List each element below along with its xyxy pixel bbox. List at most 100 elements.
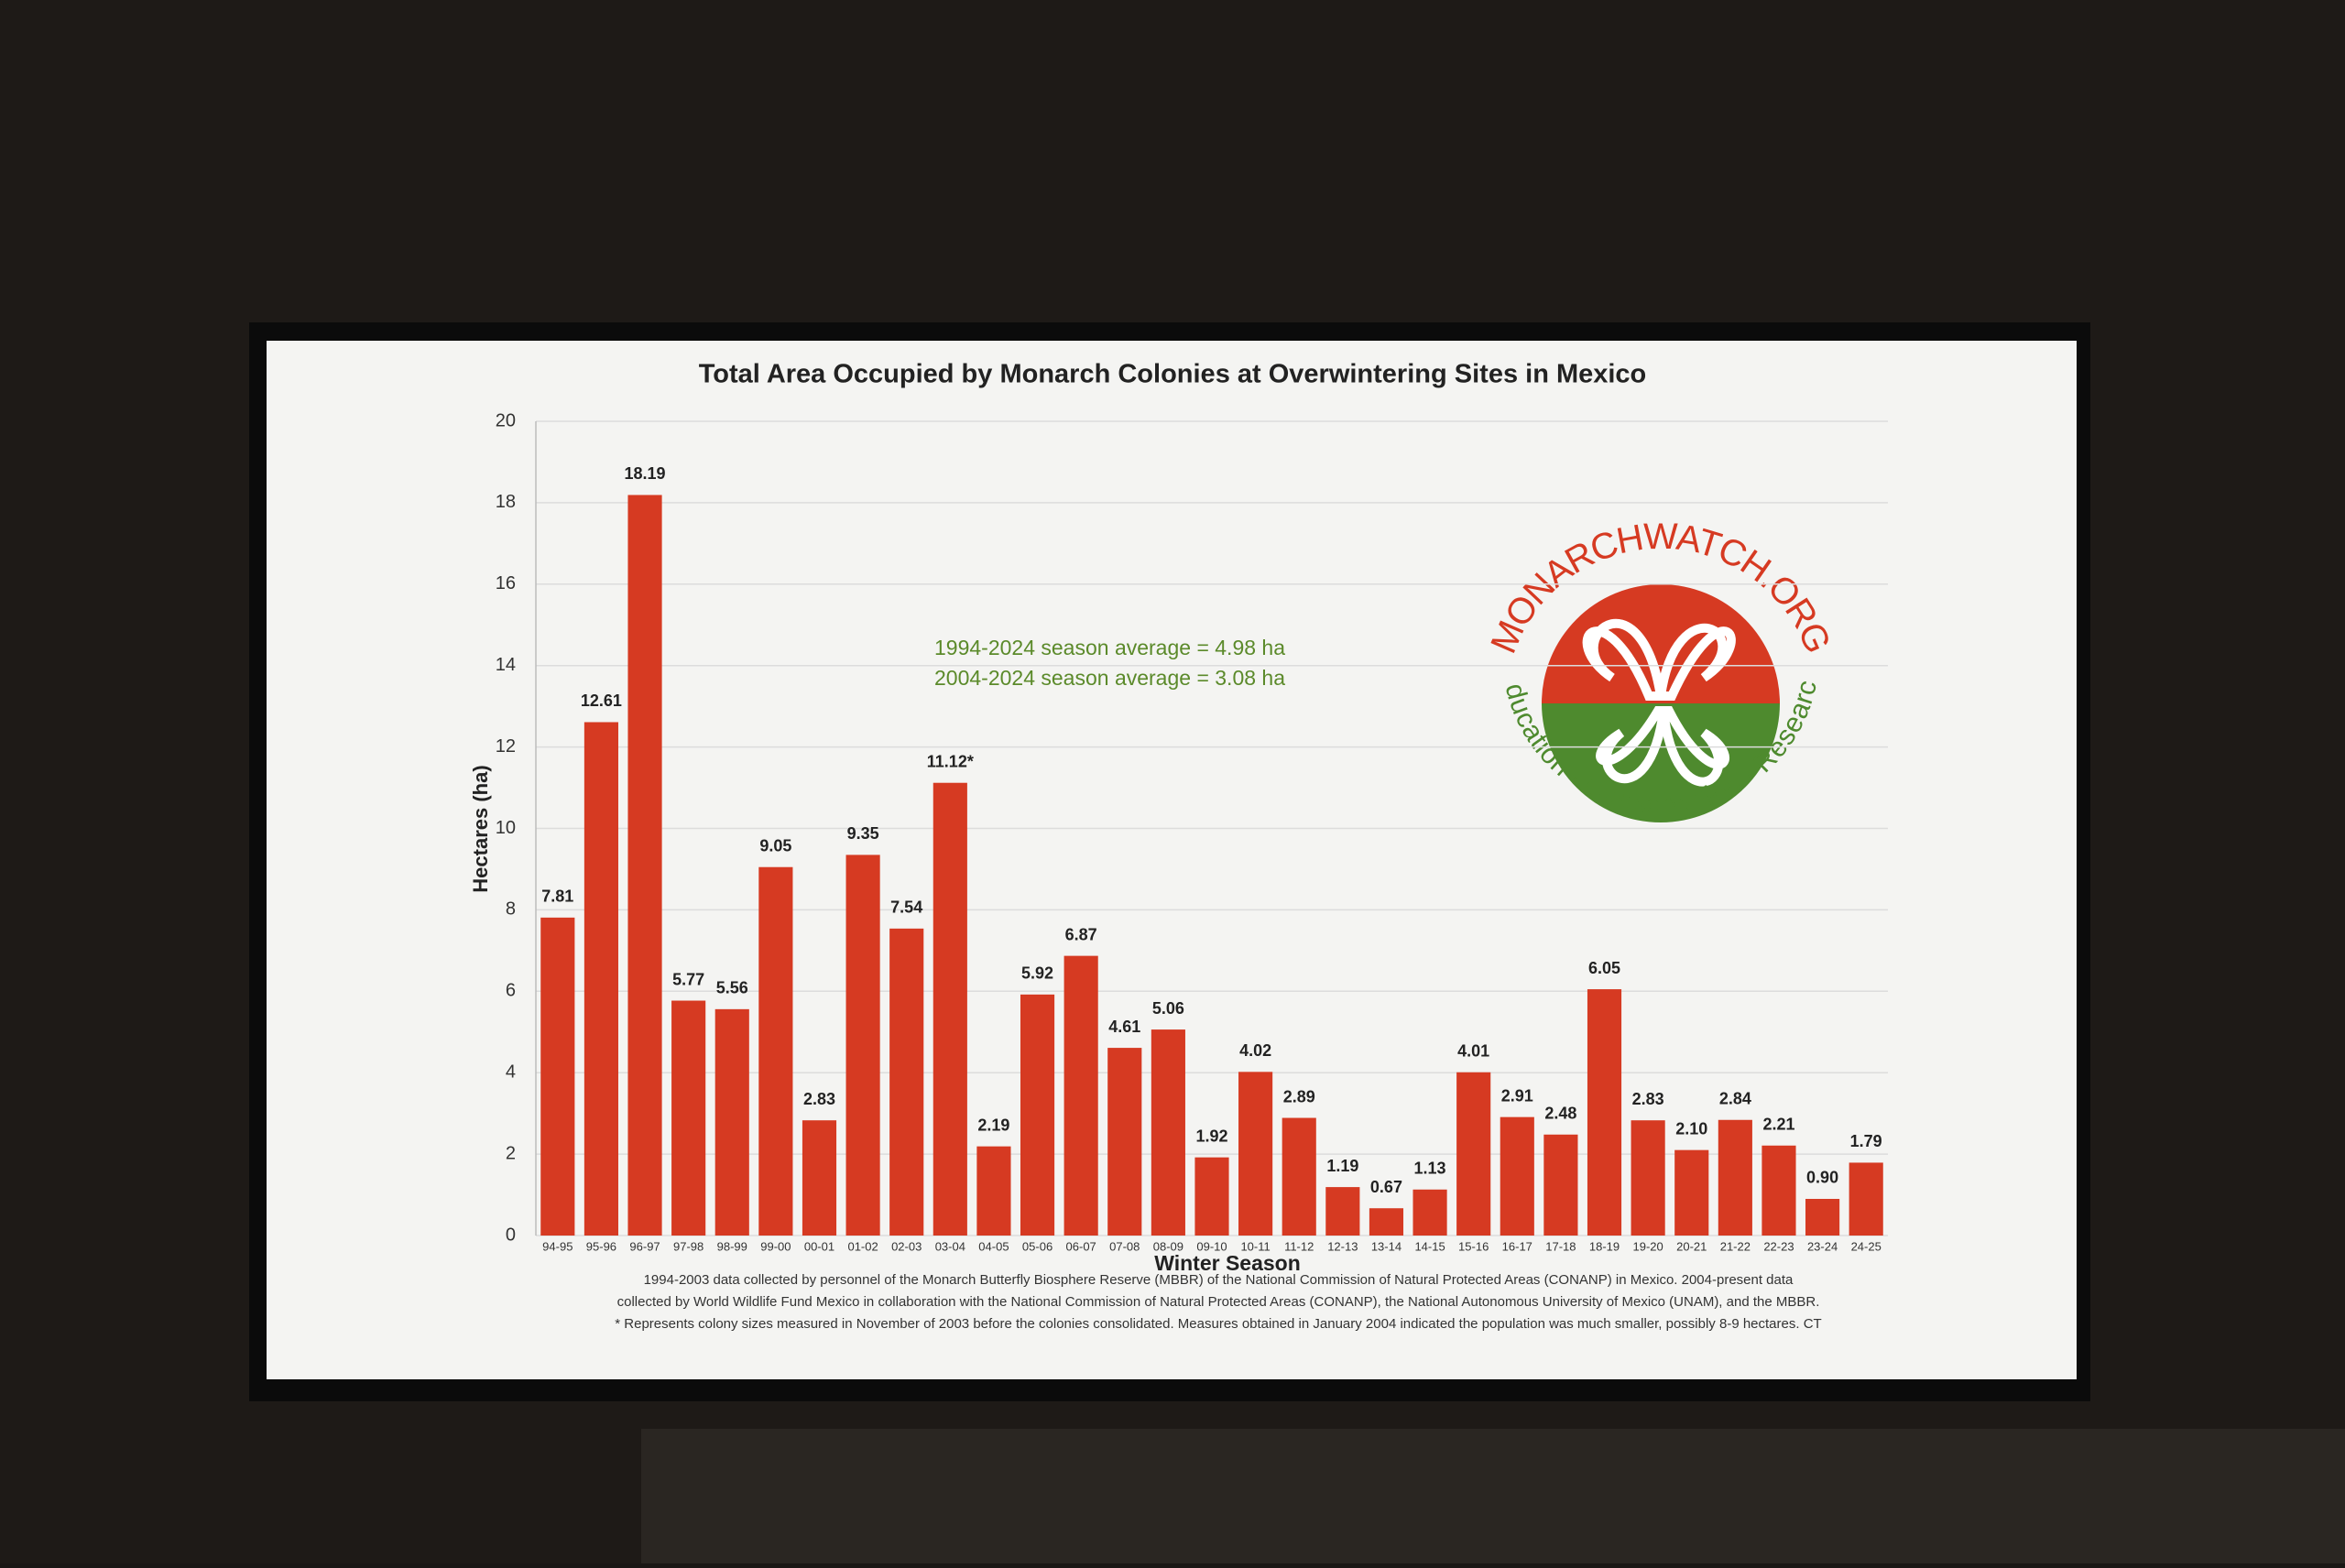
annotation: 2004-2024 season average = 3.08 ha bbox=[934, 666, 1285, 690]
bar bbox=[976, 1146, 1011, 1236]
bar bbox=[1238, 1072, 1273, 1236]
x-tick-label: 13-14 bbox=[1371, 1239, 1402, 1253]
bar bbox=[1674, 1149, 1709, 1236]
x-tick-label: 14-15 bbox=[1414, 1239, 1445, 1253]
x-tick-label: 24-25 bbox=[1851, 1239, 1881, 1253]
bar bbox=[1849, 1162, 1883, 1236]
x-tick-label: 98-99 bbox=[717, 1239, 747, 1253]
footnote: collected by World Wildlife Fund Mexico … bbox=[617, 1294, 1820, 1310]
value-label: 2.91 bbox=[1501, 1086, 1533, 1105]
bar bbox=[802, 1120, 837, 1236]
x-tick-label: 03-04 bbox=[935, 1239, 965, 1253]
x-tick-label: 18-19 bbox=[1589, 1239, 1620, 1253]
x-tick-label: 94-95 bbox=[542, 1239, 573, 1253]
bar bbox=[889, 928, 924, 1236]
x-tick-label: 10-11 bbox=[1240, 1239, 1270, 1253]
x-tick-label: 08-09 bbox=[1153, 1239, 1183, 1253]
x-tick-label: 15-16 bbox=[1458, 1239, 1489, 1253]
y-tick-label: 10 bbox=[496, 818, 516, 838]
value-label: 4.01 bbox=[1457, 1042, 1489, 1061]
bar bbox=[1107, 1048, 1142, 1236]
y-tick-label: 4 bbox=[506, 1062, 516, 1082]
value-label: 2.83 bbox=[803, 1090, 835, 1108]
bar bbox=[1020, 994, 1055, 1236]
annotation: 1994-2024 season average = 4.98 ha bbox=[934, 636, 1285, 659]
y-tick-label: 8 bbox=[506, 899, 516, 920]
y-tick-label: 16 bbox=[496, 573, 516, 593]
bar bbox=[1805, 1198, 1840, 1236]
bar bbox=[1063, 955, 1098, 1236]
value-label: 9.05 bbox=[759, 836, 791, 855]
value-label: 2.10 bbox=[1675, 1119, 1707, 1138]
chart-title: Total Area Occupied by Monarch Colonies … bbox=[699, 360, 1647, 389]
x-tick-label: 12-13 bbox=[1327, 1239, 1358, 1253]
value-label: 12.61 bbox=[581, 691, 622, 710]
footnote: * Represents colony sizes measured in No… bbox=[615, 1316, 1821, 1332]
x-tick-label: 00-01 bbox=[804, 1239, 834, 1253]
x-tick-label: 22-23 bbox=[1763, 1239, 1794, 1253]
bar bbox=[1587, 989, 1622, 1236]
bar bbox=[1631, 1120, 1665, 1236]
value-label: 2.48 bbox=[1544, 1105, 1576, 1123]
x-tick-label: 23-24 bbox=[1807, 1239, 1838, 1253]
value-label: 5.92 bbox=[1021, 964, 1053, 983]
value-label: 9.35 bbox=[847, 824, 879, 843]
x-tick-label: 19-20 bbox=[1633, 1239, 1663, 1253]
bar bbox=[1151, 1029, 1185, 1236]
value-label: 4.61 bbox=[1108, 1018, 1140, 1036]
bar bbox=[1412, 1189, 1447, 1236]
value-label: 0.90 bbox=[1806, 1169, 1838, 1187]
value-label: 1.92 bbox=[1195, 1127, 1227, 1145]
value-label: 7.81 bbox=[541, 887, 573, 906]
x-tick-label: 99-00 bbox=[760, 1239, 791, 1253]
x-tick-label: 04-05 bbox=[978, 1239, 1009, 1253]
x-tick-label: 06-07 bbox=[1066, 1239, 1096, 1253]
bar bbox=[758, 866, 793, 1236]
bar bbox=[584, 722, 618, 1236]
bar bbox=[627, 495, 662, 1236]
logo-wing bbox=[1596, 706, 1729, 787]
logo-wing bbox=[1582, 618, 1736, 701]
x-tick-label: 17-18 bbox=[1545, 1239, 1576, 1253]
bar bbox=[1718, 1119, 1752, 1236]
y-axis-label: Hectares (ha) bbox=[469, 765, 492, 892]
bar bbox=[1325, 1187, 1360, 1236]
y-tick-label: 2 bbox=[506, 1143, 516, 1163]
x-tick-label: 07-08 bbox=[1109, 1239, 1140, 1253]
x-tick-label: 95-96 bbox=[586, 1239, 616, 1253]
x-tick-label: 96-97 bbox=[629, 1239, 660, 1253]
x-tick-label: 21-22 bbox=[1720, 1239, 1751, 1253]
y-tick-label: 6 bbox=[506, 981, 516, 1001]
y-tick-label: 18 bbox=[496, 492, 516, 512]
x-tick-label: 05-06 bbox=[1022, 1239, 1053, 1253]
value-label: 5.06 bbox=[1152, 999, 1184, 1018]
y-tick-label: 20 bbox=[496, 410, 516, 430]
value-label: 5.77 bbox=[672, 970, 704, 988]
value-label: 2.83 bbox=[1632, 1090, 1664, 1108]
logo-bottom bbox=[1542, 703, 1780, 822]
bar bbox=[845, 855, 880, 1236]
value-label: 1.19 bbox=[1326, 1157, 1358, 1175]
value-label: 5.56 bbox=[716, 979, 748, 997]
bar bbox=[1282, 1117, 1316, 1236]
bar bbox=[1369, 1208, 1404, 1236]
value-label: 1.79 bbox=[1850, 1132, 1882, 1150]
vent bbox=[641, 1429, 2345, 1563]
value-label: 4.02 bbox=[1239, 1041, 1271, 1060]
x-tick-label: 02-03 bbox=[891, 1239, 922, 1253]
x-tick-label: 97-98 bbox=[673, 1239, 704, 1253]
bar bbox=[671, 1000, 706, 1236]
value-label: 1.13 bbox=[1414, 1160, 1446, 1178]
x-tick-label: 09-10 bbox=[1196, 1239, 1227, 1253]
bar bbox=[1456, 1072, 1491, 1236]
bar bbox=[714, 1008, 749, 1236]
value-label: 2.89 bbox=[1283, 1087, 1315, 1105]
value-label: 6.05 bbox=[1588, 959, 1620, 977]
value-label: 2.84 bbox=[1719, 1090, 1751, 1108]
footnote: 1994-2003 data collected by personnel of… bbox=[644, 1272, 1794, 1288]
bar bbox=[1194, 1157, 1229, 1236]
bar bbox=[933, 782, 967, 1236]
x-tick-label: 16-17 bbox=[1502, 1239, 1532, 1253]
bar bbox=[1543, 1134, 1578, 1236]
